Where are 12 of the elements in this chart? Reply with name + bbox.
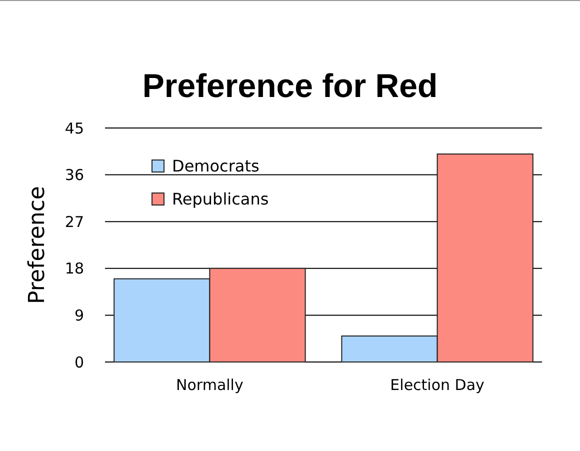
y-tick-label: 36 bbox=[64, 166, 84, 184]
y-tick-label: 18 bbox=[64, 260, 84, 278]
y-tick-label: 9 bbox=[74, 306, 84, 324]
y-axis-title: Preference bbox=[25, 186, 50, 304]
y-tick-label: 27 bbox=[64, 212, 84, 231]
chart-title: Preference for Red bbox=[142, 67, 438, 104]
legend-label: Republicans bbox=[172, 190, 269, 209]
x-tick-label: Election Day bbox=[390, 376, 485, 394]
y-tick-label: 0 bbox=[74, 353, 84, 372]
legend-label: Democrats bbox=[172, 156, 260, 176]
x-tick-label: Normally bbox=[176, 376, 244, 394]
y-tick-label: 45 bbox=[64, 119, 84, 138]
